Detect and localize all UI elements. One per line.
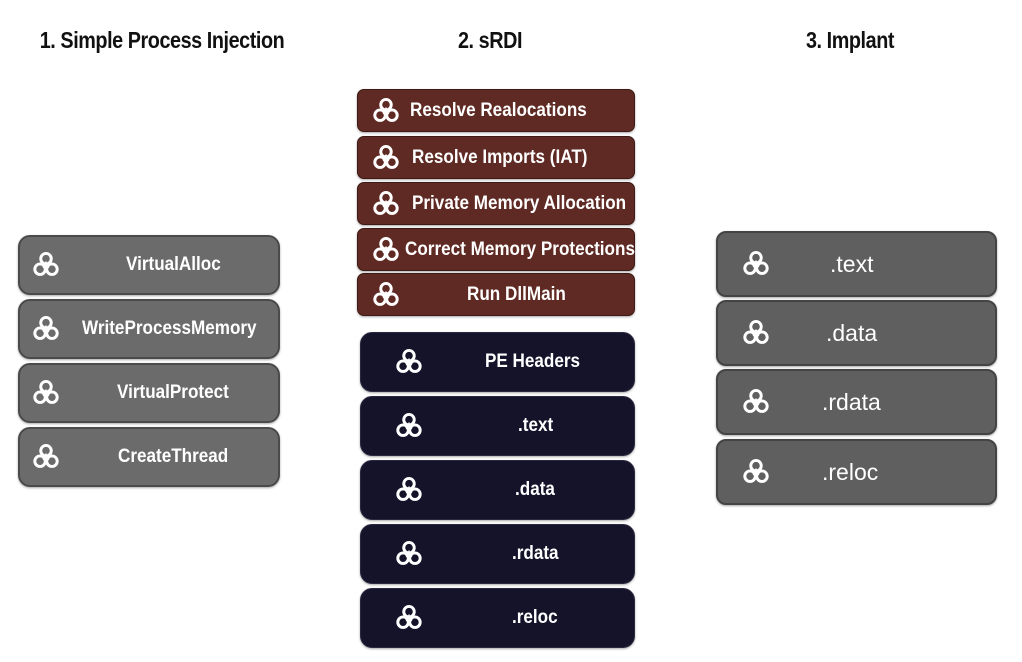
biohazard-icon [742, 319, 770, 347]
block-label: .reloc [512, 607, 558, 628]
block-label: Private Memory Allocation [412, 192, 627, 214]
block-resolve-realocations: Resolve Realocations [357, 89, 635, 132]
biohazard-icon [395, 348, 423, 376]
block-implant-reloc: .reloc [716, 439, 997, 505]
block-label: .data [515, 479, 556, 500]
biohazard-icon [32, 251, 60, 279]
biohazard-icon [395, 540, 423, 568]
biohazard-icon [395, 604, 423, 632]
block-virtualprotect: VirtualProtect [18, 363, 280, 423]
block-label: WriteProcessMemory [82, 318, 257, 339]
column-title-implant: 3. Implant [805, 27, 895, 53]
block-createthread: CreateThread [18, 427, 280, 487]
biohazard-icon [32, 443, 60, 471]
block-label: Resolve Imports (IAT) [412, 146, 588, 168]
biohazard-icon [742, 250, 770, 278]
biohazard-icon [395, 412, 423, 440]
column-title-simple-process-injection: 1. Simple Process Injection [39, 27, 285, 53]
biohazard-icon [372, 144, 400, 172]
block-pe-data: .data [360, 460, 635, 520]
block-label: .text [830, 250, 874, 277]
block-pe-reloc: .reloc [360, 588, 635, 648]
biohazard-icon [372, 281, 400, 309]
block-label: VirtualProtect [116, 382, 229, 403]
block-implant-rdata: .rdata [716, 369, 997, 435]
block-pe-rdata: .rdata [360, 524, 635, 584]
block-label: VirtualAlloc [126, 254, 222, 275]
block-label: .text [517, 415, 554, 436]
block-label: .reloc [822, 458, 879, 485]
block-virtualalloc: VirtualAlloc [18, 235, 280, 295]
block-label: Resolve Realocations [410, 99, 587, 121]
biohazard-icon [372, 190, 400, 218]
block-writeprocessmemory: WriteProcessMemory [18, 299, 280, 359]
biohazard-icon [372, 97, 400, 125]
block-resolve-imports: Resolve Imports (IAT) [357, 136, 635, 179]
block-label: .data [826, 319, 878, 346]
biohazard-icon [32, 379, 60, 407]
biohazard-icon [372, 236, 400, 264]
biohazard-icon [742, 458, 770, 486]
block-label: .rdata [822, 388, 881, 415]
biohazard-icon [742, 388, 770, 416]
block-label: .rdata [511, 543, 559, 564]
block-implant-data: .data [716, 300, 997, 366]
block-run-dllmain: Run DllMain [357, 273, 635, 316]
biohazard-icon [32, 315, 60, 343]
block-label: Correct Memory Protections [405, 238, 635, 260]
block-label: CreateThread [117, 446, 228, 467]
biohazard-icon [395, 476, 423, 504]
block-private-memory-allocation: Private Memory Allocation [357, 182, 635, 225]
block-pe-text: .text [360, 396, 635, 456]
block-label: Run DllMain [467, 283, 566, 305]
column-title-srdi: 2. sRDI [457, 27, 523, 53]
block-correct-memory-protections: Correct Memory Protections [357, 228, 635, 271]
block-pe-headers: PE Headers [360, 332, 635, 392]
block-implant-text: .text [716, 231, 997, 297]
block-label: PE Headers [484, 351, 580, 372]
